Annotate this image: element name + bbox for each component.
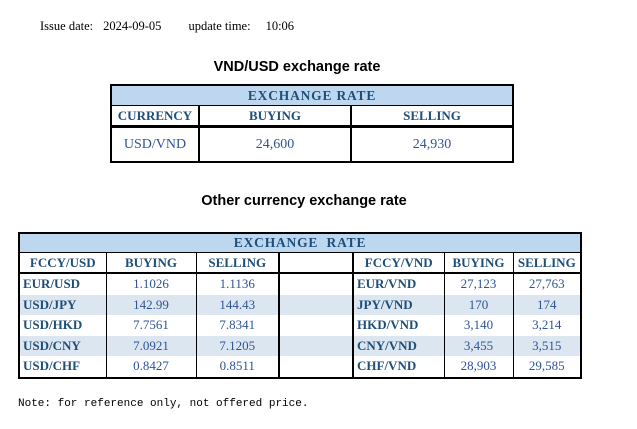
update-time-value: 10:06 [265, 19, 295, 33]
vnd-usd-section-title: VND/USD exchange rate [213, 59, 381, 75]
update-time-label: update time: [188, 19, 251, 33]
table2-col-fccy-vnd: FCCY/VND [352, 252, 445, 274]
usd-selling-cell: 7.1205 [195, 335, 280, 356]
usd-selling-cell: 1.1136 [195, 273, 280, 295]
table-banner-row: EXCHANGE RATE [19, 233, 582, 253]
usd-selling-cell: 144.43 [195, 294, 280, 315]
vnd-buying-cell: 170 [443, 294, 514, 315]
usd-buying-cell: 1.1026 [105, 273, 197, 295]
vnd-selling-cell: 3,214 [512, 315, 582, 336]
table2-col-usd-buying: BUYING [105, 252, 197, 274]
vnd-buying-cell: 27,123 [443, 273, 514, 295]
table2-gap-cell [278, 356, 354, 378]
table1-buying-cell: 24,600 [198, 126, 352, 162]
table1-selling-cell: 24,930 [349, 126, 515, 162]
table2-gap-cell [278, 252, 354, 274]
usd-buying-cell: 0.8427 [105, 356, 197, 378]
other-currency-section-title: Other currency exchange rate [201, 193, 407, 209]
table-row: USD/CHF 0.8427 0.8511 CHF/VND 28,903 29,… [18, 356, 582, 378]
usd-selling-cell: 0.8511 [195, 356, 280, 378]
pair-usd-cell: EUR/USD [18, 273, 107, 295]
vnd-buying-cell: 3,140 [443, 315, 514, 336]
pair-usd-cell: USD/CNY [18, 335, 107, 356]
issue-date-value: 2024-09-05 [103, 19, 162, 33]
document-meta-line: Issue date: 2024-09-05 update time: 10:06 [40, 19, 294, 34]
table-row: USD/CNY 7.0921 7.1205 CNY/VND 3,455 3,51… [18, 335, 582, 356]
table2-col-usd-selling: SELLING [195, 252, 280, 274]
pair-vnd-cell: EUR/VND [352, 273, 445, 295]
table2-banner: EXCHANGE RATE [19, 233, 582, 253]
pair-vnd-cell: CNY/VND [352, 335, 445, 356]
vnd-selling-cell: 29,585 [512, 356, 582, 378]
table-row: EUR/USD 1.1026 1.1136 EUR/VND 27,123 27,… [18, 273, 582, 295]
pair-vnd-cell: HKD/VND [352, 315, 445, 336]
table-row: USD/HKD 7.7561 7.8341 HKD/VND 3,140 3,21… [18, 315, 582, 336]
table1-currency-cell: USD/VND [110, 126, 200, 162]
table2-col-vnd-selling: SELLING [512, 252, 582, 274]
table2-col-vnd-buying: BUYING [443, 252, 514, 274]
pair-usd-cell: USD/CHF [18, 356, 107, 378]
table2-gap-cell [278, 315, 354, 336]
table-header-row: FCCY/USD BUYING SELLING FCCY/VND BUYING … [18, 252, 582, 274]
table1-banner: EXCHANGE RATE [111, 85, 514, 106]
other-currency-rate-table: EXCHANGE RATE FCCY/USD BUYING SELLING FC… [18, 232, 583, 379]
vnd-buying-cell: 3,455 [443, 335, 514, 356]
table1-col-selling: SELLING [349, 105, 515, 128]
table-banner-row: EXCHANGE RATE [111, 85, 514, 106]
usd-selling-cell: 7.8341 [195, 315, 280, 336]
vnd-selling-cell: 27,763 [512, 273, 582, 295]
vnd-usd-rate-table: EXCHANGE RATE CURRENCY BUYING SELLING US… [110, 84, 515, 163]
usd-buying-cell: 142.99 [105, 294, 197, 315]
vnd-selling-cell: 174 [512, 294, 582, 315]
vnd-selling-cell: 3,515 [512, 335, 582, 356]
usd-buying-cell: 7.7561 [105, 315, 197, 336]
pair-usd-cell: USD/JPY [18, 294, 107, 315]
table1-col-currency: CURRENCY [110, 105, 200, 128]
table2-gap-cell [278, 273, 354, 295]
table1-col-buying: BUYING [198, 105, 352, 128]
reference-note: Note: for reference only, not offered pr… [18, 398, 309, 410]
table-row: USD/JPY 142.99 144.43 JPY/VND 170 174 [18, 294, 582, 315]
table-header-row: CURRENCY BUYING SELLING [110, 105, 515, 128]
usd-buying-cell: 7.0921 [105, 335, 197, 356]
table-row: USD/VND 24,600 24,930 [110, 126, 515, 162]
table2-col-fccy-usd: FCCY/USD [18, 252, 107, 274]
pair-usd-cell: USD/HKD [18, 315, 107, 336]
vnd-buying-cell: 28,903 [443, 356, 514, 378]
table2-gap-cell [278, 294, 354, 315]
table2-gap-cell [278, 335, 354, 356]
pair-vnd-cell: CHF/VND [352, 356, 445, 378]
pair-vnd-cell: JPY/VND [352, 294, 445, 315]
issue-date-label: Issue date: [40, 19, 94, 33]
